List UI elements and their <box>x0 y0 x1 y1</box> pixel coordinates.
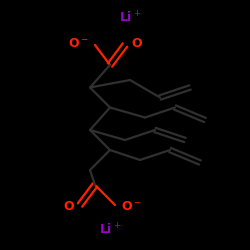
Text: Li$^+$: Li$^+$ <box>119 10 141 25</box>
Text: O$^-$: O$^-$ <box>121 200 142 213</box>
Text: O$^-$: O$^-$ <box>68 37 89 50</box>
Text: Li$^+$: Li$^+$ <box>99 222 121 238</box>
Text: O: O <box>63 200 74 213</box>
Text: O: O <box>131 37 142 50</box>
